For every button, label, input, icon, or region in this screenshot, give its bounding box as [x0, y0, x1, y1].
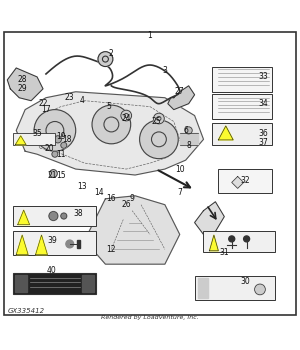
Polygon shape: [36, 235, 47, 255]
Text: Rendered by LoadVenture, Inc.: Rendered by LoadVenture, Inc.: [101, 315, 199, 320]
Text: 4: 4: [79, 96, 84, 105]
Text: 5: 5: [106, 102, 111, 111]
Circle shape: [244, 236, 250, 242]
Text: 31: 31: [220, 248, 229, 257]
Text: 30: 30: [240, 278, 250, 287]
Bar: [13, 231, 97, 255]
Text: 8: 8: [186, 141, 191, 150]
Text: 16: 16: [106, 194, 116, 203]
Text: 25: 25: [151, 117, 161, 126]
Circle shape: [50, 170, 57, 177]
Polygon shape: [16, 235, 28, 255]
Text: 33: 33: [258, 72, 268, 82]
Circle shape: [49, 211, 58, 220]
Polygon shape: [15, 136, 26, 145]
Text: 28: 28: [17, 75, 27, 84]
Text: 20: 20: [44, 144, 54, 153]
Circle shape: [61, 213, 67, 219]
Text: 37: 37: [258, 138, 268, 147]
Circle shape: [66, 240, 74, 248]
Text: 19: 19: [56, 132, 66, 141]
Circle shape: [140, 120, 178, 159]
Text: 24: 24: [122, 114, 131, 123]
Text: 11: 11: [56, 150, 66, 159]
Text: 36: 36: [258, 129, 268, 138]
Text: 3: 3: [162, 66, 167, 76]
Text: 22: 22: [38, 99, 48, 108]
Text: 23: 23: [65, 93, 75, 102]
Text: 2: 2: [109, 49, 114, 58]
Text: 17: 17: [41, 105, 51, 114]
Polygon shape: [168, 86, 195, 110]
Text: 21: 21: [47, 170, 57, 180]
Text: 7: 7: [177, 188, 182, 197]
Bar: [82, 275, 94, 292]
Bar: [76, 240, 80, 248]
Bar: [15, 275, 27, 292]
Text: 9: 9: [130, 194, 135, 203]
Bar: [218, 169, 272, 193]
Text: 40: 40: [47, 266, 57, 275]
Polygon shape: [209, 235, 218, 251]
Circle shape: [34, 110, 76, 151]
Text: 32: 32: [240, 176, 250, 186]
Circle shape: [121, 110, 132, 121]
Text: 34: 34: [258, 99, 268, 108]
Text: 38: 38: [74, 209, 83, 218]
Bar: [195, 276, 275, 300]
Polygon shape: [7, 68, 43, 101]
Text: 15: 15: [56, 170, 66, 180]
Circle shape: [54, 136, 61, 143]
Text: GX335412: GX335412: [7, 308, 44, 314]
Bar: [212, 66, 272, 92]
Text: 35: 35: [32, 129, 42, 138]
Text: 1: 1: [148, 31, 152, 40]
Bar: [212, 94, 272, 119]
Text: 26: 26: [122, 200, 131, 209]
Circle shape: [98, 52, 113, 66]
Polygon shape: [195, 202, 224, 235]
Circle shape: [229, 236, 235, 242]
Polygon shape: [232, 176, 244, 188]
Polygon shape: [16, 92, 203, 175]
Bar: [13, 206, 97, 225]
Circle shape: [185, 127, 192, 134]
Polygon shape: [218, 126, 233, 140]
Circle shape: [92, 105, 131, 144]
Bar: [13, 133, 55, 145]
Text: 29: 29: [17, 84, 27, 93]
Text: 27: 27: [175, 87, 184, 96]
Circle shape: [61, 142, 67, 148]
Text: 12: 12: [106, 245, 116, 254]
Bar: [13, 273, 97, 294]
Circle shape: [255, 284, 265, 295]
Text: 18: 18: [62, 135, 71, 144]
Bar: [180, 133, 198, 145]
Text: 13: 13: [77, 182, 86, 191]
Text: 6: 6: [183, 126, 188, 135]
Polygon shape: [85, 196, 180, 264]
Text: 10: 10: [175, 164, 184, 174]
Bar: [212, 123, 272, 145]
Text: 39: 39: [47, 236, 57, 245]
Circle shape: [52, 151, 58, 157]
Circle shape: [154, 113, 164, 124]
Bar: [203, 231, 275, 252]
Text: 14: 14: [95, 188, 104, 197]
Bar: [198, 278, 208, 298]
Polygon shape: [18, 210, 30, 225]
